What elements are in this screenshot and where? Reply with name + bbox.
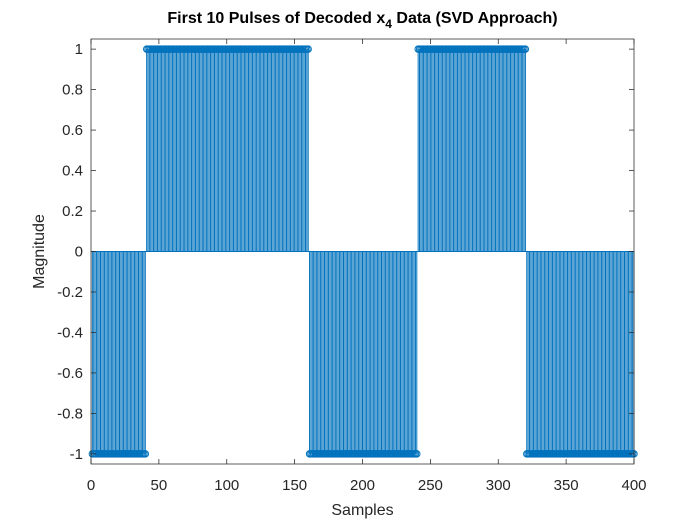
y-tick-label: -1 bbox=[70, 446, 83, 463]
x-tick-label: 150 bbox=[282, 477, 307, 494]
x-tick-label: 400 bbox=[621, 477, 646, 494]
y-axis-ticks: -1 -0.8 -0.6 -0.4 -0.2 0 0.2 0.4 0.6 0.8 1 bbox=[57, 41, 634, 463]
x-tick-label: 350 bbox=[554, 477, 579, 494]
x-tick-label: 100 bbox=[214, 477, 239, 494]
y-axis-label: Magnitude bbox=[31, 214, 48, 289]
chart-title-prefix: First 10 Pulses of Decoded x bbox=[167, 10, 385, 27]
y-tick-label: -0.2 bbox=[57, 284, 83, 301]
y-tick-label: 0.8 bbox=[62, 82, 83, 99]
stem-marker bbox=[413, 450, 421, 458]
x-tick-label: 50 bbox=[151, 477, 168, 494]
stem-marker bbox=[304, 45, 312, 53]
stem-marker bbox=[521, 45, 530, 53]
x-tick-label: 0 bbox=[87, 477, 95, 494]
x-axis-label: Samples bbox=[331, 502, 393, 519]
y-tick-label: 1 bbox=[75, 41, 83, 58]
y-tick-label: 0.6 bbox=[62, 122, 83, 139]
y-tick-label: -0.4 bbox=[57, 324, 83, 341]
x-axis-ticks: 0 50 100 150 200 250 300 350 400 bbox=[87, 39, 647, 494]
stem-marker bbox=[141, 450, 150, 458]
x-tick-label: 250 bbox=[418, 477, 443, 494]
y-tick-label: 0 bbox=[75, 244, 83, 261]
stem-lines bbox=[91, 49, 635, 454]
chart-title: First 10 Pulses of Decoded x4 Data (SVD … bbox=[167, 10, 557, 31]
y-tick-label: -0.8 bbox=[57, 405, 83, 422]
chart-title-suffix: Data (SVD Approach) bbox=[392, 10, 558, 27]
x-tick-label: 200 bbox=[350, 477, 375, 494]
y-tick-label: -0.6 bbox=[57, 365, 83, 382]
stem-markers bbox=[88, 45, 638, 458]
y-tick-label: 0.4 bbox=[62, 163, 83, 180]
x-tick-label: 300 bbox=[486, 477, 511, 494]
y-tick-label: 0.2 bbox=[62, 203, 83, 220]
chart-title-subscript: 4 bbox=[385, 17, 392, 31]
